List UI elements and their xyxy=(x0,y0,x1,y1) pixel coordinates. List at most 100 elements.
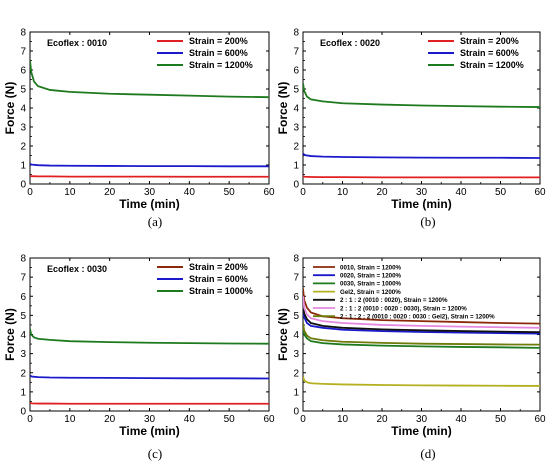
legend-label-2: 0020, Strain = 1200% xyxy=(340,273,402,280)
y-tick-label: 5 xyxy=(20,311,26,322)
legend-label-1: Strain = 200% xyxy=(189,36,248,46)
series-line-5 xyxy=(303,303,540,334)
y-tick-label: 1 xyxy=(20,161,26,172)
y-axis-label: Force (N) xyxy=(276,82,290,135)
series-line-1 xyxy=(30,175,269,178)
panel-annotation: Ecoflex : 0030 xyxy=(47,264,107,274)
y-tick-label: 7 xyxy=(293,273,299,284)
x-tick-label: 60 xyxy=(534,414,546,425)
y-tick-label: 4 xyxy=(20,330,26,341)
plot-frame xyxy=(302,257,541,412)
y-tick-label: 3 xyxy=(20,349,26,360)
chart-panel-1: 0 10 20 30 40 50 60 0 1 2 3 4 5 6 7 8 Time (min) Force (N… xyxy=(3,28,275,230)
series-line-6 xyxy=(303,296,540,329)
x-axis-label: Time (min) xyxy=(391,424,451,438)
chart-panel-3: 0 10 20 30 40 50 60 0 1 2 3 4 5 6 7 8 Time (min) Force (N… xyxy=(3,254,275,462)
legend-label-3: Strain = 1000% xyxy=(189,286,253,296)
y-tick-label: 1 xyxy=(293,387,299,398)
x-tick-label: 60 xyxy=(263,414,275,425)
legend-label-4: Gel2, Strain = 1200% xyxy=(340,289,401,296)
legend-label-1: Strain = 200% xyxy=(460,36,519,46)
panel-caption: (d) xyxy=(420,446,435,461)
panel-annotation: Ecoflex : 0010 xyxy=(47,38,107,48)
y-tick-label: 5 xyxy=(293,85,299,96)
panel-annotation: Ecoflex : 0020 xyxy=(320,38,380,48)
y-tick-label: 5 xyxy=(20,85,26,96)
y-tick-label: 8 xyxy=(293,254,299,265)
legend-label-2: Strain = 600% xyxy=(189,48,248,58)
x-tick-label: 0 xyxy=(300,414,306,425)
x-tick-label: 50 xyxy=(224,187,236,198)
x-tick-label: 10 xyxy=(64,187,76,198)
series-line-3 xyxy=(303,83,540,108)
y-tick-label: 8 xyxy=(20,254,26,265)
series-line-7 xyxy=(303,322,540,346)
x-tick-label: 30 xyxy=(144,414,156,425)
y-tick-label: 0 xyxy=(20,180,26,191)
y-tick-label: 2 xyxy=(20,368,26,379)
x-axis-label: Time (min) xyxy=(119,197,179,211)
x-tick-label: 50 xyxy=(495,414,507,425)
x-tick-label: 20 xyxy=(104,187,116,198)
legend-label-2: Strain = 600% xyxy=(189,274,248,284)
series-line-2 xyxy=(30,374,269,380)
y-tick-label: 0 xyxy=(293,407,299,418)
y-tick-label: 2 xyxy=(293,142,299,153)
x-tick-label: 40 xyxy=(455,187,467,198)
x-tick-label: 40 xyxy=(455,414,467,425)
x-tick-label: 10 xyxy=(337,187,349,198)
y-axis-label: Force (N) xyxy=(3,82,17,135)
x-tick-label: 40 xyxy=(184,187,196,198)
y-tick-label: 0 xyxy=(293,180,299,191)
y-tick-label: 6 xyxy=(20,66,26,77)
series-line-2 xyxy=(303,309,540,335)
y-tick-label: 2 xyxy=(293,368,299,379)
legend-label-3: Strain = 1200% xyxy=(460,60,524,70)
y-tick-label: 8 xyxy=(293,28,299,39)
y-tick-label: 0 xyxy=(20,407,26,418)
x-tick-label: 0 xyxy=(300,187,306,198)
legend-label-3: 0030, Strain = 1000% xyxy=(340,281,402,288)
y-tick-label: 4 xyxy=(293,330,299,341)
panel-caption: (b) xyxy=(420,214,435,229)
y-tick-label: 3 xyxy=(20,123,26,134)
x-tick-label: 20 xyxy=(376,187,388,198)
x-tick-label: 50 xyxy=(224,414,236,425)
y-tick-label: 8 xyxy=(20,28,26,39)
y-axis-label: Force (N) xyxy=(276,308,290,361)
x-tick-label: 50 xyxy=(495,187,507,198)
legend-label-6: 2 : 1 : 2 (0010 : 0020 : 0030), Strain =… xyxy=(340,305,467,312)
x-tick-label: 30 xyxy=(144,187,156,198)
x-axis-label: Time (min) xyxy=(391,197,451,211)
series-line-1 xyxy=(303,175,540,179)
x-tick-label: 0 xyxy=(27,414,33,425)
y-tick-label: 6 xyxy=(293,66,299,77)
x-tick-label: 30 xyxy=(416,414,428,425)
y-tick-label: 2 xyxy=(20,142,26,153)
legend-label-7: 2 : 1 : 2 : 2 (0010 : 0020 : 0030 : Gel2… xyxy=(340,314,495,321)
series-line-3 xyxy=(30,60,269,99)
y-tick-label: 7 xyxy=(20,273,26,284)
series-line-2 xyxy=(303,152,540,159)
y-tick-label: 4 xyxy=(20,104,26,115)
legend-label-3: Strain = 1200% xyxy=(189,60,253,70)
panel-caption: (c) xyxy=(148,446,162,461)
x-tick-label: 60 xyxy=(263,187,275,198)
x-tick-label: 20 xyxy=(104,414,116,425)
series-line-4 xyxy=(303,376,540,387)
chart-panel-4: 0 10 20 30 40 50 60 0 1 2 3 4 5 6 7 8 Time (min) Force (N… xyxy=(276,254,546,462)
chart-panel-2: 0 10 20 30 40 50 60 0 1 2 3 4 5 6 7 8 Time (min) Force (N… xyxy=(276,28,546,230)
x-tick-label: 40 xyxy=(184,414,196,425)
legend-label-5: 2 : 1 : 2 (0010 : 0020), Strain = 1200% xyxy=(340,297,448,304)
series-line-3 xyxy=(303,326,540,349)
y-tick-label: 3 xyxy=(293,349,299,360)
series-line-2 xyxy=(30,163,269,168)
legend-label-2: Strain = 600% xyxy=(460,48,519,58)
y-tick-label: 6 xyxy=(293,292,299,303)
x-tick-label: 20 xyxy=(376,414,388,425)
y-tick-label: 3 xyxy=(293,123,299,134)
x-tick-label: 30 xyxy=(416,187,428,198)
y-tick-label: 7 xyxy=(293,47,299,58)
legend-label-1: 0010, Strain = 1200% xyxy=(340,264,402,271)
